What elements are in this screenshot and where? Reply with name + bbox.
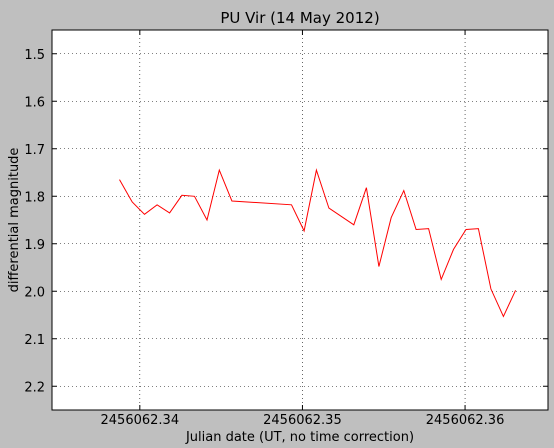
- x-axis-label: Julian date (UT, no time correction): [185, 430, 414, 445]
- y-axis-label: differential magnitude: [7, 148, 22, 293]
- y-tick-labels: 1.5 1.6 1.7 1.8 1.9 2.0 2.1 2.2: [24, 48, 45, 396]
- y-tick-label: 1.5: [24, 48, 45, 63]
- plot-area: [52, 30, 548, 410]
- series-line: [119, 168, 517, 318]
- x-tick-labels: 2456062.34 2456062.35 2456062.36: [101, 413, 505, 428]
- chart-title: PU Vir (14 May 2012): [220, 9, 379, 27]
- x-tick-label: 2456062.36: [426, 413, 505, 428]
- x-tick-label: 2456062.35: [263, 413, 342, 428]
- y-tick-label: 2.2: [24, 380, 45, 395]
- axis-ticks: [52, 30, 548, 410]
- x-tick-label: 2456062.34: [101, 413, 180, 428]
- y-tick-label: 1.7: [24, 143, 45, 158]
- y-tick-label: 1.6: [24, 95, 45, 110]
- grid-lines: [52, 30, 548, 410]
- plot-frame: [51, 29, 549, 411]
- y-tick-label: 2.0: [24, 285, 45, 300]
- y-tick-label: 1.8: [24, 190, 45, 205]
- y-tick-label: 1.9: [24, 238, 45, 253]
- y-tick-label: 2.1: [24, 333, 45, 348]
